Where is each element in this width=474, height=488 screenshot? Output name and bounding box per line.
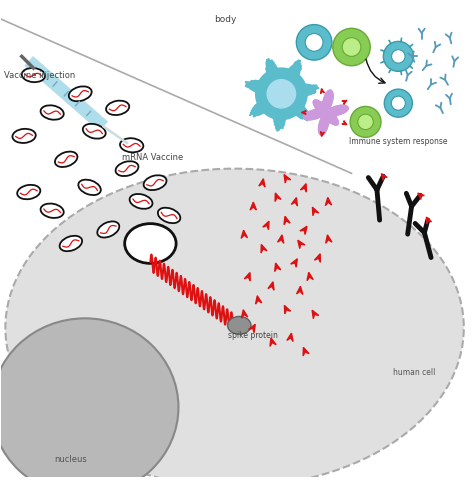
Polygon shape <box>292 198 298 206</box>
Polygon shape <box>297 287 303 295</box>
Text: human cell: human cell <box>393 368 436 377</box>
Ellipse shape <box>120 139 143 153</box>
Polygon shape <box>303 91 348 136</box>
Circle shape <box>333 29 370 66</box>
Polygon shape <box>245 60 319 132</box>
Circle shape <box>267 81 295 109</box>
Polygon shape <box>248 325 255 333</box>
Polygon shape <box>278 235 284 244</box>
Ellipse shape <box>129 195 153 209</box>
Polygon shape <box>241 310 248 319</box>
Polygon shape <box>287 333 293 342</box>
Ellipse shape <box>97 222 119 238</box>
Ellipse shape <box>17 185 40 200</box>
Ellipse shape <box>69 87 91 102</box>
Polygon shape <box>261 245 267 253</box>
Polygon shape <box>259 180 265 188</box>
Polygon shape <box>418 194 424 200</box>
Polygon shape <box>312 310 319 319</box>
Polygon shape <box>301 184 306 193</box>
Polygon shape <box>342 122 347 125</box>
Polygon shape <box>275 194 281 202</box>
Circle shape <box>384 90 412 118</box>
Polygon shape <box>312 208 319 216</box>
Polygon shape <box>241 231 247 239</box>
Polygon shape <box>320 132 324 137</box>
Circle shape <box>305 34 323 52</box>
Polygon shape <box>284 217 290 225</box>
Polygon shape <box>250 203 256 211</box>
Polygon shape <box>314 254 320 263</box>
Polygon shape <box>268 282 274 291</box>
Ellipse shape <box>125 224 176 264</box>
Text: spike protein: spike protein <box>228 330 278 339</box>
Polygon shape <box>301 111 306 115</box>
Polygon shape <box>325 198 332 206</box>
Polygon shape <box>303 347 309 356</box>
Polygon shape <box>274 264 281 272</box>
Ellipse shape <box>78 180 101 196</box>
Polygon shape <box>263 222 269 230</box>
Circle shape <box>383 42 413 72</box>
Text: body: body <box>214 15 237 24</box>
Circle shape <box>392 51 405 64</box>
Polygon shape <box>284 306 291 314</box>
Polygon shape <box>320 89 324 94</box>
Polygon shape <box>270 338 276 346</box>
Ellipse shape <box>60 236 82 252</box>
Polygon shape <box>303 91 348 136</box>
Ellipse shape <box>55 152 77 168</box>
Polygon shape <box>291 259 297 268</box>
Text: Immune system response: Immune system response <box>349 137 448 145</box>
Polygon shape <box>382 174 387 181</box>
Circle shape <box>342 39 361 57</box>
Ellipse shape <box>0 319 178 488</box>
Text: mRNA Vaccine: mRNA Vaccine <box>122 153 183 162</box>
Ellipse shape <box>116 162 138 177</box>
Circle shape <box>296 25 332 61</box>
Polygon shape <box>298 241 305 249</box>
Polygon shape <box>255 296 262 305</box>
Polygon shape <box>326 235 332 244</box>
Circle shape <box>392 97 405 111</box>
Text: Vaccine injection: Vaccine injection <box>4 71 76 80</box>
Polygon shape <box>284 175 291 183</box>
Polygon shape <box>244 273 250 282</box>
Ellipse shape <box>228 317 251 335</box>
Ellipse shape <box>158 208 180 224</box>
Ellipse shape <box>144 176 166 191</box>
Ellipse shape <box>41 204 64 219</box>
Polygon shape <box>300 227 307 235</box>
Circle shape <box>350 107 381 138</box>
Ellipse shape <box>106 102 129 116</box>
Ellipse shape <box>5 169 464 487</box>
Ellipse shape <box>12 130 36 143</box>
Polygon shape <box>427 218 431 224</box>
Ellipse shape <box>22 69 45 83</box>
Ellipse shape <box>83 124 106 140</box>
Polygon shape <box>342 101 347 105</box>
Text: nucleus: nucleus <box>55 454 87 463</box>
Polygon shape <box>307 273 313 281</box>
Circle shape <box>358 115 374 130</box>
Ellipse shape <box>41 106 64 121</box>
